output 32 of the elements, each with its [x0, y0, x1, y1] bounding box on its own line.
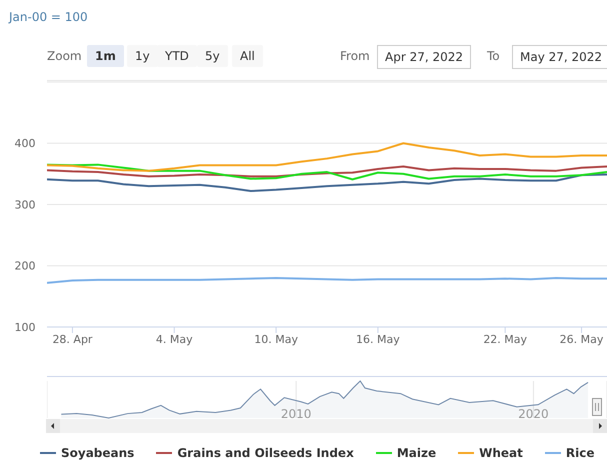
zoom-button: All — [232, 45, 263, 67]
y-tick-label: 100 — [14, 320, 36, 334]
date-field: May 27, 2022 — [512, 45, 607, 69]
x-tick-label: 16. May — [356, 332, 400, 346]
legend-label: Soyabeans — [61, 446, 134, 460]
line-series — [47, 142, 607, 172]
x-tick-label: 2020 — [518, 407, 549, 421]
x-tick-label: 10. May — [254, 332, 298, 346]
zoom-button: YTD — [157, 45, 197, 67]
text: Zoom — [47, 48, 82, 65]
text: To — [487, 48, 500, 65]
zoom-button: 5y — [197, 45, 228, 67]
line-series — [47, 166, 607, 178]
y-tick-label: 200 — [14, 260, 36, 273]
x-tick-label: 26. May — [560, 332, 604, 346]
line-series — [47, 164, 607, 180]
line-series — [47, 173, 607, 192]
y-axis-title: Jan-00 = 100 — [9, 10, 88, 24]
y-tick-label: 400 — [14, 137, 36, 150]
date-field: Apr 27, 2022 — [377, 45, 472, 69]
legend-label: Maize — [396, 446, 436, 460]
legend-label: Grains and Oilseeds Index — [177, 446, 354, 460]
x-tick-label: 28. Apr — [52, 332, 93, 346]
text: From — [340, 48, 370, 65]
x-tick-label: 4. May — [156, 332, 194, 346]
y-tick-label: 300 — [14, 198, 36, 212]
legend-label: Wheat — [479, 446, 523, 460]
legend-label: Rice — [566, 446, 594, 460]
x-tick-label: 22. May — [483, 332, 528, 346]
zoom-button: 1m — [87, 45, 124, 67]
zoom-button: 1y — [127, 45, 158, 67]
x-tick-label: 2010 — [280, 407, 312, 421]
